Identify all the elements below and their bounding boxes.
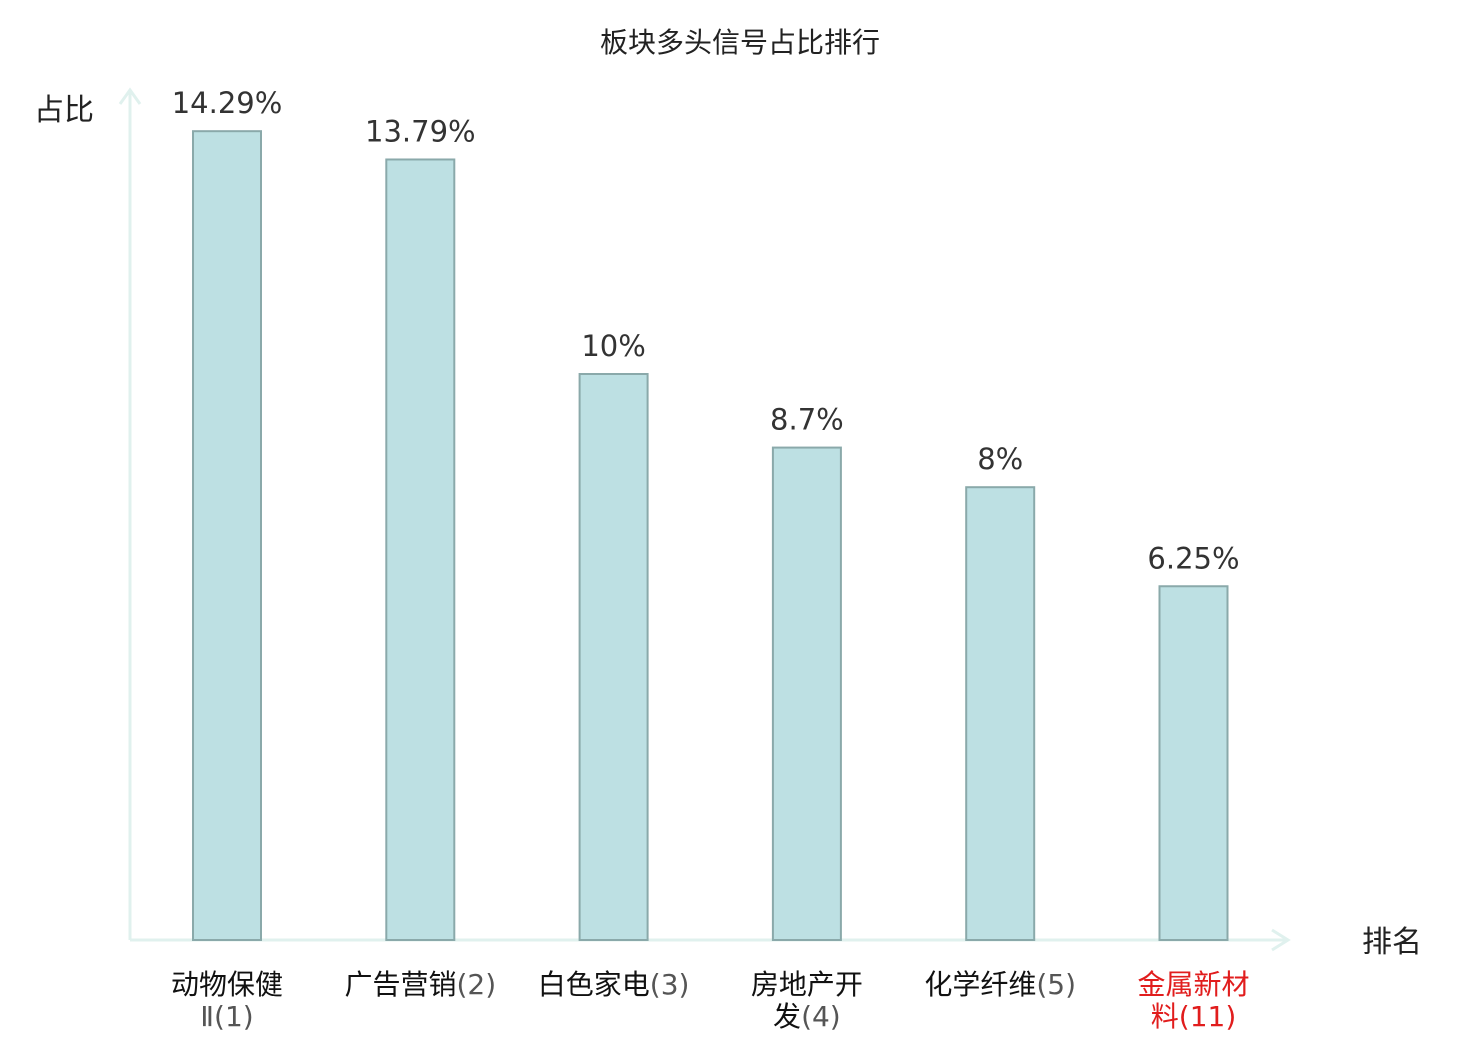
category-label-3: 白色家电(3) xyxy=(538,968,690,1001)
y-axis-arrow xyxy=(118,87,142,105)
bar-1 xyxy=(192,130,262,942)
category-name: 动物保健 xyxy=(171,968,283,1001)
x-axis-arrow xyxy=(1271,928,1291,952)
category-label-1: 动物保健 Ⅱ(1) xyxy=(171,968,283,1033)
category-rank: (11) xyxy=(1179,1000,1236,1033)
value-labels-group: 14.29% 13.79% 10% 8.7% 8% 6.25% xyxy=(172,86,1240,575)
value-label-6: 6.25% xyxy=(1147,541,1239,575)
category-label-2: 广告营销(2) xyxy=(344,968,496,1001)
category-name: 化学纤维 xyxy=(924,968,1036,1001)
bar-6 xyxy=(1158,585,1229,941)
value-label-1: 14.29% xyxy=(172,86,283,120)
category-label-line: 化学纤维(5) xyxy=(924,968,1076,1001)
category-name: 料 xyxy=(1151,1000,1179,1033)
category-label-6: 金属新材料(11) xyxy=(1137,968,1249,1033)
bar-3 xyxy=(578,373,649,941)
chart-title: 板块多头信号占比排行 xyxy=(600,26,880,59)
category-name: 白色家电 xyxy=(538,968,650,1001)
value-label-2: 13.79% xyxy=(365,114,476,148)
category-label-line: 动物保健 xyxy=(171,968,283,1001)
value-label-3: 10% xyxy=(581,329,645,363)
category-label-line: 房地产开 xyxy=(751,968,863,1001)
category-label-5: 化学纤维(5) xyxy=(924,968,1076,1001)
category-label-line: 白色家电(3) xyxy=(538,968,690,1001)
bars-group xyxy=(192,130,1229,942)
category-rank: Ⅱ(1) xyxy=(200,1000,253,1033)
category-name: 金属新材 xyxy=(1137,968,1249,1001)
category-labels-group: 动物保健 Ⅱ(1) 广告营销(2) 白色家电(3) 房地产开发(4) 化学纤维(5) 金属新… xyxy=(171,968,1250,1033)
category-name: 房地产开 xyxy=(751,968,863,1001)
category-label-line: 金属新材 xyxy=(1137,968,1249,1001)
category-rank: (3) xyxy=(650,968,690,1001)
x-axis-label: 排名 xyxy=(1362,925,1422,960)
category-name: 发 xyxy=(773,1000,801,1033)
category-label-line: Ⅱ(1) xyxy=(200,1000,253,1033)
value-label-4: 8.7% xyxy=(770,403,844,437)
category-label-4: 房地产开发(4) xyxy=(751,968,863,1033)
category-rank: (4) xyxy=(801,1000,841,1033)
category-label-line: 发(4) xyxy=(773,1000,841,1033)
category-rank: (2) xyxy=(456,968,496,1001)
category-rank: (5) xyxy=(1036,968,1076,1001)
category-label-line: 广告营销(2) xyxy=(344,968,496,1001)
y-axis-label: 占比 xyxy=(34,93,94,128)
value-label-5: 8% xyxy=(977,442,1023,476)
bar-2 xyxy=(385,158,456,941)
bar-4 xyxy=(771,446,842,941)
bar-5 xyxy=(965,486,1036,941)
category-name: 广告营销 xyxy=(344,968,456,1001)
category-label-line: 料(11) xyxy=(1151,1000,1237,1033)
